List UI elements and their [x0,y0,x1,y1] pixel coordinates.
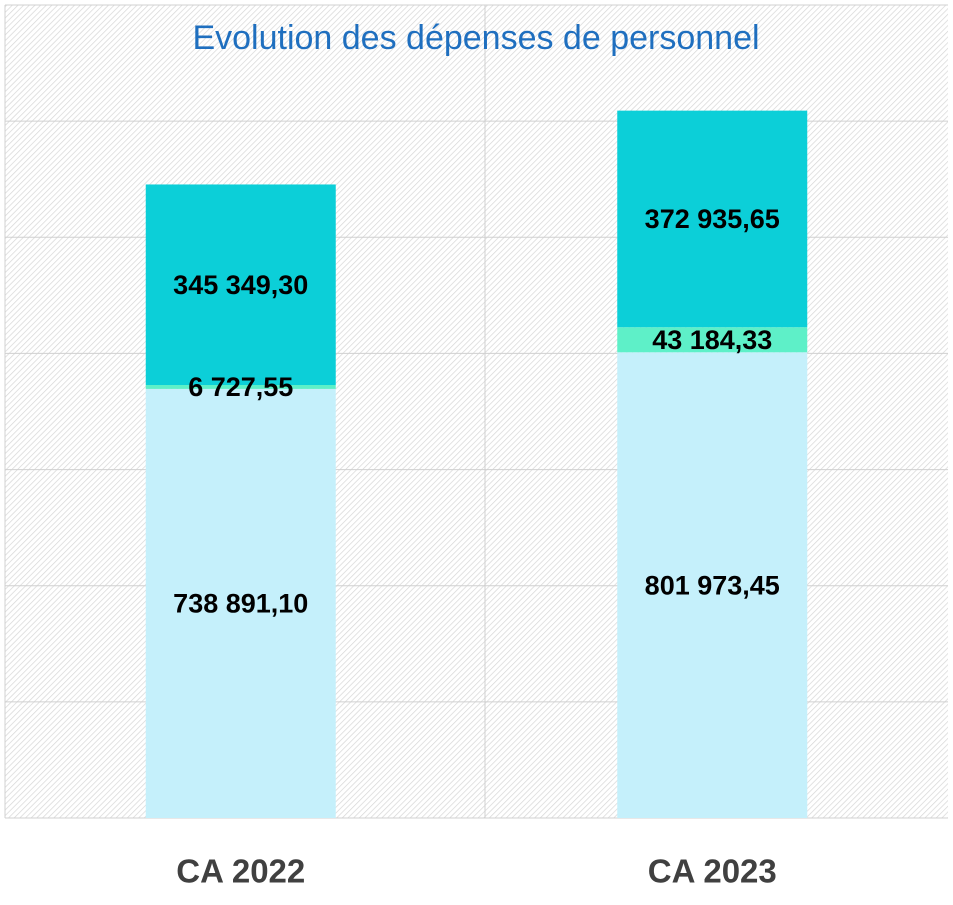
x-tick-label: CA 2022 [176,853,305,890]
bar-segment [145,184,336,386]
value-label: 801 973,45 [645,570,780,600]
value-label: 738 891,10 [173,589,308,619]
chart-title: Evolution des dépenses de personnel [192,19,759,57]
value-label: 372 935,65 [645,204,780,234]
x-tick-label: CA 2023 [648,853,777,890]
value-label: 43 184,33 [652,325,772,355]
bar-segment [617,110,808,328]
bar-segment [617,352,808,818]
bar-segment [145,388,336,818]
value-label: 6 727,55 [188,372,293,402]
bar-segment [617,327,808,353]
bar-segment [145,385,336,389]
value-label: 345 349,30 [173,270,308,300]
